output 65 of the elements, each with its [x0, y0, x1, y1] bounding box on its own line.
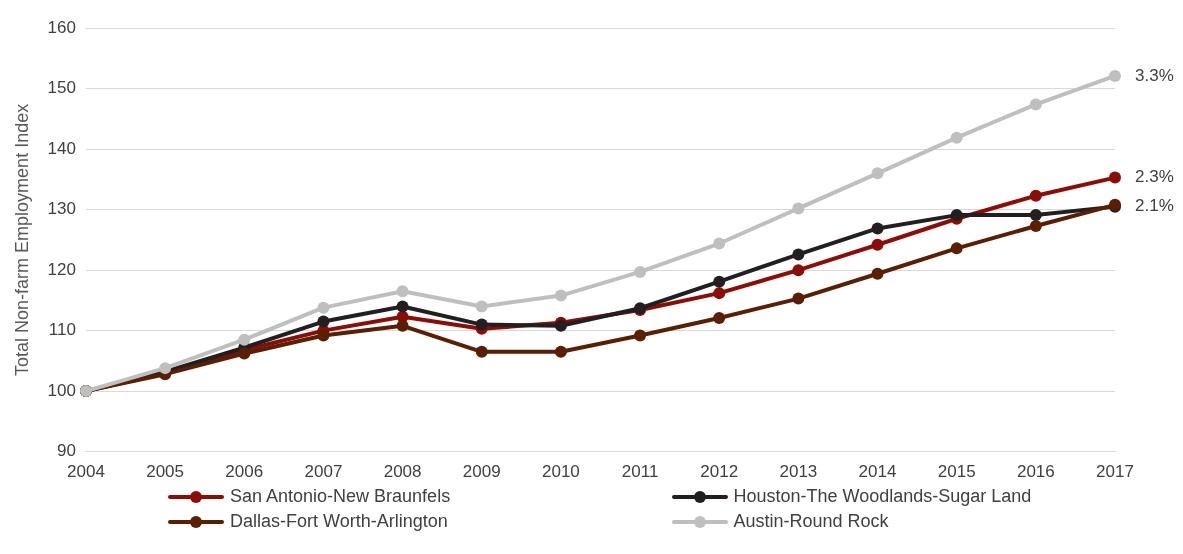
point: [1029, 209, 1042, 222]
y-tick-label: 150: [47, 78, 76, 98]
point: [554, 345, 567, 358]
point: [871, 222, 884, 235]
point: [1029, 98, 1042, 111]
point: [792, 248, 805, 261]
x-tick-label: 2006: [225, 462, 264, 482]
point: [238, 333, 251, 346]
x-tick-label: 2016: [1016, 462, 1055, 482]
y-tick-label: 130: [47, 199, 76, 219]
y-tick-label: 140: [47, 138, 76, 158]
x-tick-label: 2010: [541, 462, 580, 482]
x-tick-label: 2013: [779, 462, 818, 482]
x-tick-label: 2017: [1096, 462, 1134, 482]
x-tick-label: 2005: [146, 462, 185, 482]
x-tick-label: 2004: [67, 462, 105, 482]
legend-label: San Antonio-New Braunfels: [230, 486, 451, 507]
point: [713, 287, 726, 300]
point: [317, 329, 330, 342]
point: [713, 237, 726, 250]
point: [792, 292, 805, 305]
point: [317, 301, 330, 314]
annotation: 3.3%: [1135, 65, 1174, 85]
legend-label: Austin-Round Rock: [733, 511, 889, 532]
x-tick-label: 2011: [621, 462, 659, 482]
y-tick-label: 100: [47, 380, 76, 400]
y-tick-label: 110: [48, 320, 76, 340]
legend-label: Dallas-Fort Worth-Arlington: [230, 511, 448, 532]
point: [634, 329, 647, 342]
point: [713, 311, 726, 324]
x-tick-label: 2012: [700, 462, 739, 482]
x-tick-label: 2014: [858, 462, 897, 482]
point: [950, 242, 963, 255]
point: [1109, 69, 1121, 82]
point: [713, 275, 726, 288]
point: [634, 265, 647, 278]
annotation: 2.3%: [1135, 167, 1174, 187]
point: [396, 285, 409, 298]
point: [238, 347, 251, 360]
point: [475, 345, 488, 358]
point: [792, 202, 805, 215]
y-tick-label: 120: [47, 259, 76, 279]
y-tick-label: 90: [57, 441, 76, 461]
y-axis-title: Total Non-farm Employment Index: [11, 103, 32, 376]
point: [396, 319, 409, 332]
point: [317, 315, 330, 328]
x-tick-label: 2015: [937, 462, 976, 482]
y-tick-label: 160: [47, 17, 76, 37]
x-tick-label: 2008: [383, 462, 422, 482]
point: [1109, 171, 1121, 184]
annotation: 2.1%: [1135, 196, 1174, 216]
x-tick-label: 2009: [462, 462, 501, 482]
point: [792, 264, 805, 277]
point: [950, 131, 963, 144]
point: [475, 300, 488, 313]
point: [475, 318, 488, 331]
point: [871, 167, 884, 180]
point: [1029, 219, 1042, 232]
point: [396, 300, 409, 313]
point: [1029, 189, 1042, 202]
point: [871, 267, 884, 280]
legend-label: Houston-The Woodlands-Sugar Land: [733, 486, 1032, 507]
x-tick-label: 2007: [304, 462, 343, 482]
point: [554, 289, 567, 302]
point: [871, 238, 884, 251]
